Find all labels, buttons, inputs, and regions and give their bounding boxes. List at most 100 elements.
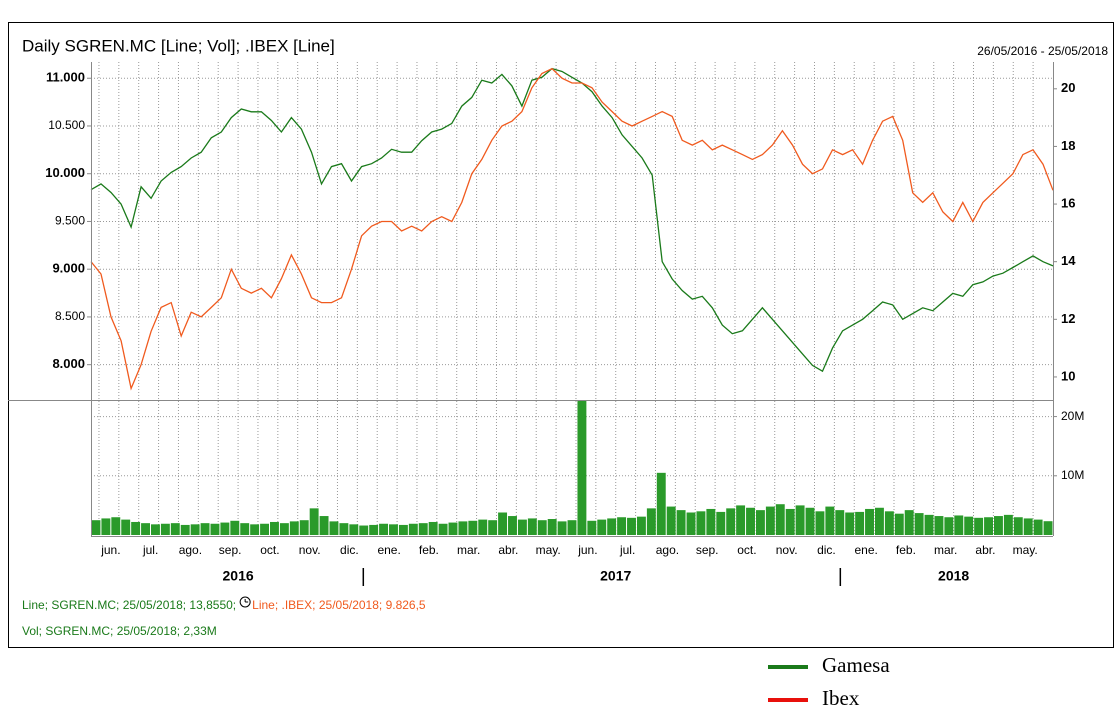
volume-bar <box>527 518 537 535</box>
volume-bar <box>260 523 270 535</box>
volume-bar <box>468 520 478 535</box>
x-tick-label: jun. <box>100 543 120 557</box>
series-line <box>90 67 1054 391</box>
volume-bar <box>230 520 240 535</box>
volume-bar <box>289 521 299 535</box>
volume-bar <box>141 523 151 535</box>
volume-bar <box>845 512 855 535</box>
volume-bar <box>686 512 696 535</box>
volume-bar <box>488 520 498 535</box>
y2-tick-label: 18 <box>1061 138 1075 153</box>
volume-bar <box>170 523 180 535</box>
volume-bar <box>874 507 884 535</box>
y-tick-label: 8.000 <box>52 356 85 371</box>
volume-bar <box>547 519 557 535</box>
legend-label: Gamesa <box>822 653 890 677</box>
volume-bar <box>914 513 924 535</box>
volume-bar <box>408 523 418 535</box>
volume-bar <box>448 522 458 535</box>
volume-bar <box>478 519 488 535</box>
volume-bar <box>279 523 289 535</box>
volume-bar <box>319 516 329 535</box>
y2-tick-label: 10 <box>1061 368 1075 383</box>
volume-bar <box>993 516 1003 535</box>
volume-bar <box>517 519 527 535</box>
volume-bar <box>151 524 160 535</box>
x-tick-label: oct. <box>737 543 756 557</box>
volume-bar <box>1033 519 1043 535</box>
volume-bar <box>627 517 636 535</box>
x-tick-label: sep. <box>696 543 719 557</box>
volume-bar <box>190 524 200 535</box>
volume-bars <box>91 400 1053 535</box>
volume-bar <box>567 520 577 535</box>
x-tick-label: sep. <box>219 543 242 557</box>
footer-ibex: Line; .IBEX; 25/05/2018; 9.826,5 <box>252 598 426 612</box>
volume-bar <box>418 523 428 535</box>
volume-bar <box>270 521 279 535</box>
volume-bar <box>656 472 666 535</box>
y-tick-label: 9.000 <box>52 261 85 276</box>
volume-bar <box>815 511 825 535</box>
volume-bar <box>458 521 468 535</box>
icon-circle <box>239 596 251 608</box>
volume-bar <box>101 518 111 535</box>
volume-bar <box>716 511 726 535</box>
volume-bar <box>389 524 398 535</box>
volume-bar <box>1043 521 1053 535</box>
volume-bar <box>726 508 736 535</box>
volume-bar <box>785 508 795 535</box>
volume-bar <box>428 521 438 535</box>
volume-bar <box>210 523 220 535</box>
volume-bar <box>934 516 944 535</box>
volume-bar <box>577 400 587 535</box>
volume-bar <box>359 525 369 535</box>
volume-bar <box>825 506 835 535</box>
volume-bar <box>964 516 974 535</box>
x-tick-label: nov. <box>299 543 321 557</box>
x-tick-label: ago. <box>179 543 202 557</box>
legend: Gamesa Ibex <box>768 653 890 710</box>
x-tick-label: jul. <box>142 543 158 557</box>
y-tick-label: 10.500 <box>48 118 85 132</box>
volume-tick-label: 10M <box>1061 468 1084 482</box>
lines <box>90 67 1054 391</box>
series-line <box>90 67 1054 373</box>
volume-bar <box>299 520 309 535</box>
x-tick-label: mar. <box>457 543 480 557</box>
volume-bar <box>329 521 339 535</box>
volume-tick-label: 20M <box>1061 409 1084 423</box>
volume-bar <box>666 506 676 535</box>
volume-bar <box>974 517 984 535</box>
volume-bar <box>180 524 190 535</box>
volume-bar <box>131 521 141 535</box>
x-tick-label: jul. <box>619 543 635 557</box>
volume-bar <box>1003 514 1013 535</box>
x-tick-label: nov. <box>776 543 798 557</box>
x-tick-label: ene. <box>854 543 877 557</box>
y2-tick-label: 12 <box>1061 311 1075 326</box>
x-tick-label: mar. <box>934 543 957 557</box>
x-tick-label: feb. <box>896 543 916 557</box>
volume-bar <box>250 524 260 535</box>
volume-bar <box>904 510 914 535</box>
y2-tick-label: 16 <box>1061 195 1075 210</box>
x-tick-label: dic. <box>817 543 836 557</box>
volume-bar <box>379 523 389 535</box>
volume-bar <box>636 516 646 535</box>
footer-icon <box>239 596 251 608</box>
year-label: 2018 <box>938 568 969 584</box>
year-label: 2017 <box>600 568 631 584</box>
volume-bar <box>339 523 349 535</box>
x-tick-label: feb. <box>419 543 439 557</box>
y-tick-label: 10.000 <box>45 165 85 180</box>
volume-bar <box>1013 517 1023 535</box>
volume-bar <box>498 512 508 535</box>
y2-tick-label: 14 <box>1061 253 1076 268</box>
y-tick-label: 11.000 <box>46 70 85 85</box>
x-tick-label: dic. <box>340 543 359 557</box>
volume-bar <box>557 521 567 535</box>
volume-bar <box>855 511 865 535</box>
legend-label: Ibex <box>822 686 860 710</box>
